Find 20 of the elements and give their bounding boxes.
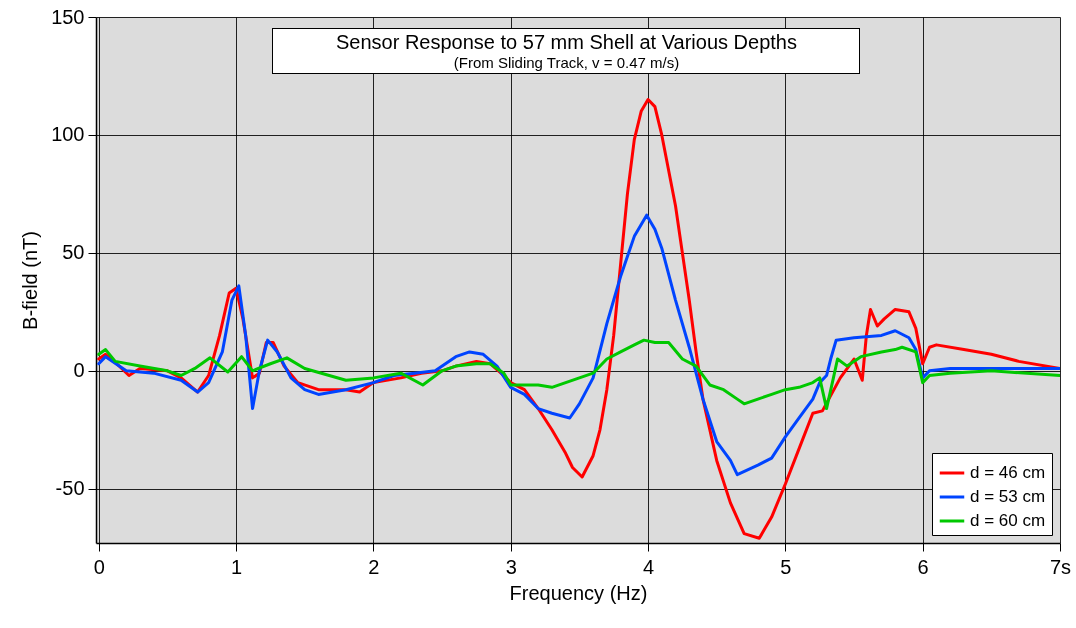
x-tick-label: 5 — [780, 555, 792, 578]
y-tick-label: 50 — [62, 241, 85, 264]
text: (From Sliding Track, v = 0.47 m/s) — [452, 54, 681, 72]
text: Sensor Response to 57 mm Shell at Various Depths — [335, 30, 798, 54]
x-tick-label: 2 — [368, 555, 380, 578]
x-tick-label: 3 — [505, 555, 517, 578]
y-tick-label: 100 — [51, 123, 85, 146]
y-tick-label: 150 — [51, 5, 85, 28]
y-axis-title: B-field (nT) — [19, 231, 42, 330]
x-tick-label: 4 — [642, 555, 655, 578]
x-tick-label: 7s — [1049, 555, 1072, 578]
x-tick-label: 6 — [917, 555, 929, 578]
legend-label: d = 60 cm — [970, 511, 1046, 530]
legend-label: d = 53 cm — [970, 487, 1046, 506]
y-tick-label: -50 — [55, 477, 85, 500]
x-axis-title: Frequency (Hz) — [509, 581, 648, 604]
x-tick-label: 0 — [93, 555, 105, 578]
x-tick-label: 1 — [231, 555, 243, 578]
y-tick-label: 0 — [73, 359, 85, 382]
legend-label: d = 46 cm — [970, 463, 1046, 482]
